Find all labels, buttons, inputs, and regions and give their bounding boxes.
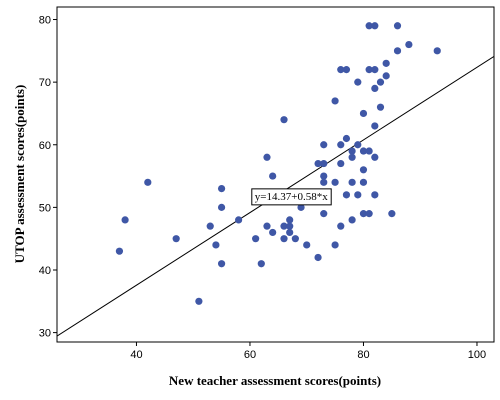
y-tick-label: 70 [39,77,51,89]
data-point [320,159,328,168]
data-point [269,228,277,237]
x-axis-title: New teacher assessment scores(points) [169,373,381,388]
fit-equation-annotation: y=14.37+0.58*x [251,188,332,206]
x-tick-label: 80 [357,349,369,361]
data-point [371,84,379,93]
data-point [331,241,339,249]
data-point [115,247,124,255]
data-point [314,253,322,262]
data-point [342,191,351,199]
data-point [342,134,351,143]
data-point [337,141,345,149]
data-point [348,216,356,224]
data-point [280,116,288,124]
y-tick-label: 80 [39,15,51,27]
data-point [263,222,271,230]
data-point [320,210,328,218]
data-point [144,178,152,186]
data-point [365,147,373,155]
data-point [382,59,390,67]
data-point [376,103,385,111]
data-point [359,178,368,186]
plot-area-frame [56,6,495,343]
y-tick-label: 50 [39,202,51,214]
data-point [348,153,356,161]
data-point [297,203,305,211]
data-point [269,172,277,180]
data-point [382,72,390,80]
y-axis-title: UTOP assessment scores(points) [12,85,27,264]
y-tick-label: 40 [39,265,51,277]
data-point [331,178,339,186]
x-tick-label: 40 [130,349,142,361]
data-point [348,147,356,155]
data-point [354,141,362,149]
data-point [337,222,345,230]
data-point [314,159,322,168]
data-point [371,153,379,161]
data-point [354,191,362,199]
fit-equation-label: y=14.37+0.58*x [255,191,328,203]
x-tick-label: 100 [468,349,486,361]
data-point [280,235,288,243]
data-point [393,22,402,30]
data-point [172,235,180,243]
y-axis-ticks: 30 40 50 60 70 80 [39,15,57,340]
data-point [354,78,362,86]
data-point [217,260,226,268]
data-point [371,191,379,199]
data-point [337,159,345,168]
data-point [405,40,413,49]
data-point [393,47,402,55]
x-tick-label: 60 [244,349,256,361]
data-point [252,235,260,243]
data-point [195,297,203,305]
data-point [359,109,368,118]
data-point [320,172,328,180]
data-points [115,22,441,305]
data-point [291,235,299,243]
x-axis-ticks: 40 60 80 100 [130,342,486,361]
data-point [371,66,379,74]
data-point [320,178,328,186]
data-point [286,222,294,230]
data-point [337,66,345,74]
data-point [365,22,373,30]
data-point [371,22,379,30]
y-tick-label: 30 [39,328,51,340]
data-point [320,141,328,149]
data-point [388,210,396,218]
data-point [376,78,385,86]
y-tick-label: 60 [39,140,51,152]
data-point [263,153,271,161]
data-point [331,97,339,105]
data-point [212,241,220,249]
data-point [342,66,351,74]
data-point [348,178,356,186]
data-point [235,216,243,224]
data-point [371,122,379,130]
data-point [257,260,265,268]
fit-equation-box [251,188,332,206]
data-point [303,241,311,249]
data-point [217,184,226,193]
data-point [365,210,373,218]
data-point [121,216,129,224]
data-point [286,228,294,237]
data-point [217,203,226,211]
data-point [359,210,368,218]
data-point [365,66,373,74]
data-point [206,222,214,230]
data-point [286,216,294,224]
data-point [433,47,441,55]
data-point [280,222,288,230]
data-point [359,147,368,155]
data-point [359,166,368,174]
